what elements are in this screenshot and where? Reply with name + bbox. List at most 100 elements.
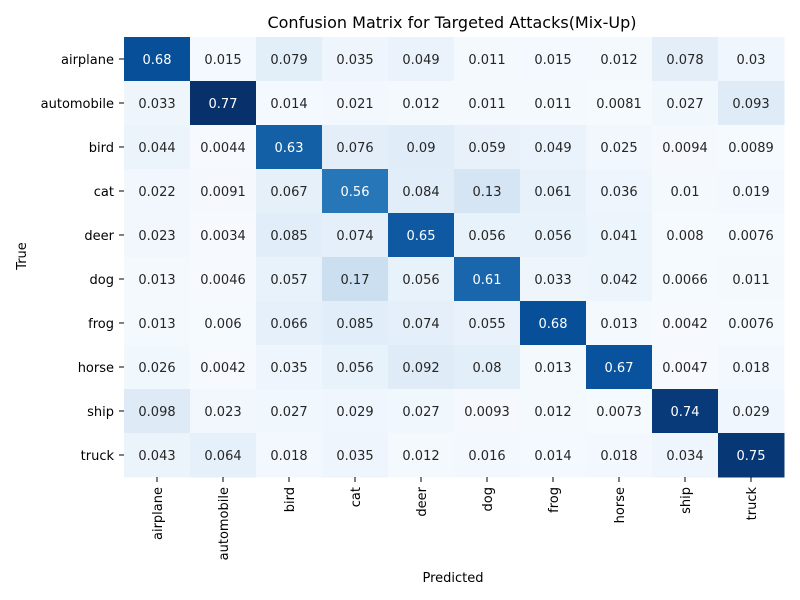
cell-value-label: 0.092 bbox=[402, 361, 439, 376]
cell-value-label: 0.036 bbox=[600, 185, 637, 200]
heatmap-cell bbox=[322, 345, 389, 390]
cell-value-label: 0.012 bbox=[402, 97, 439, 112]
heatmap-cell bbox=[124, 81, 191, 126]
cell-value-label: 0.014 bbox=[534, 449, 571, 464]
cell-value-label: 0.057 bbox=[270, 273, 307, 288]
heatmap-cell bbox=[652, 125, 719, 170]
heatmap-cell bbox=[586, 389, 653, 434]
heatmap-cell bbox=[190, 81, 257, 126]
heatmap-cell bbox=[520, 37, 587, 82]
heatmap-cell bbox=[520, 389, 587, 434]
heatmap-cell bbox=[454, 389, 521, 434]
heatmap-cell bbox=[322, 301, 389, 346]
y-tick-label: truck bbox=[81, 449, 115, 464]
cell-value-label: 0.066 bbox=[270, 317, 307, 332]
cell-value-label: 0.014 bbox=[270, 97, 307, 112]
cell-value-label: 0.027 bbox=[270, 405, 307, 420]
cell-value-label: 0.033 bbox=[534, 273, 571, 288]
heatmap-cell bbox=[190, 301, 257, 346]
heatmap-cell bbox=[388, 213, 455, 258]
cell-value-label: 0.026 bbox=[138, 361, 175, 376]
y-tick-label: automobile bbox=[41, 97, 114, 112]
heatmap-cell bbox=[322, 81, 389, 126]
cell-value-label: 0.056 bbox=[336, 361, 373, 376]
cell-value-label: 0.044 bbox=[138, 141, 175, 156]
cell-value-label: 0.056 bbox=[402, 273, 439, 288]
cell-value-label: 0.042 bbox=[600, 273, 637, 288]
heatmap-cell bbox=[718, 433, 785, 478]
heatmap-cell bbox=[388, 389, 455, 434]
heatmap-cell bbox=[256, 389, 323, 434]
cell-value-label: 0.049 bbox=[402, 53, 439, 68]
heatmap-cell bbox=[256, 81, 323, 126]
heatmap-cell bbox=[190, 169, 257, 214]
heatmap-cell bbox=[652, 169, 719, 214]
cell-value-label: 0.08 bbox=[473, 361, 502, 376]
y-tick-label: cat bbox=[94, 185, 114, 200]
cell-value-label: 0.17 bbox=[341, 273, 370, 288]
heatmap-cell bbox=[718, 345, 785, 390]
heatmap-cell bbox=[190, 213, 257, 258]
cell-value-label: 0.078 bbox=[666, 53, 703, 68]
y-tick-label: bird bbox=[89, 141, 114, 156]
cell-value-label: 0.67 bbox=[605, 361, 634, 376]
heatmap-cell bbox=[652, 345, 719, 390]
cell-value-label: 0.13 bbox=[473, 185, 502, 200]
x-tick-label: ship bbox=[679, 487, 694, 514]
heatmap-cell bbox=[388, 257, 455, 302]
x-tick-label: deer bbox=[415, 486, 430, 516]
cell-value-label: 0.067 bbox=[270, 185, 307, 200]
x-tick-label: frog bbox=[547, 487, 562, 513]
heatmap-cell bbox=[586, 125, 653, 170]
cell-value-label: 0.0047 bbox=[662, 361, 708, 376]
cell-value-label: 0.018 bbox=[270, 449, 307, 464]
heatmap-cell bbox=[124, 125, 191, 170]
cell-value-label: 0.013 bbox=[138, 317, 175, 332]
cell-value-label: 0.018 bbox=[600, 449, 637, 464]
heatmap-cell bbox=[388, 345, 455, 390]
heatmap-cell bbox=[124, 169, 191, 214]
heatmap-cell bbox=[652, 433, 719, 478]
heatmap-cell bbox=[652, 37, 719, 82]
heatmap-cell bbox=[322, 213, 389, 258]
heatmap-cell bbox=[190, 125, 257, 170]
heatmap-cell bbox=[652, 301, 719, 346]
cell-value-label: 0.74 bbox=[671, 405, 700, 420]
x-axis-ticks: airplane automobile bird cat deer dog frog hors… bbox=[151, 477, 760, 560]
cell-value-label: 0.68 bbox=[539, 317, 568, 332]
heatmap-cell bbox=[256, 125, 323, 170]
cell-value-label: 0.0044 bbox=[200, 141, 246, 156]
cell-value-label: 0.085 bbox=[270, 229, 307, 244]
cell-value-label: 0.022 bbox=[138, 185, 175, 200]
cell-value-label: 0.079 bbox=[270, 53, 307, 68]
cell-value-label: 0.77 bbox=[209, 97, 238, 112]
heatmap-cell bbox=[520, 81, 587, 126]
heatmap-cell bbox=[190, 257, 257, 302]
heatmap-cell bbox=[190, 37, 257, 82]
heatmap-cell bbox=[586, 301, 653, 346]
x-tick-label: horse bbox=[613, 487, 628, 523]
cell-value-label: 0.076 bbox=[336, 141, 373, 156]
heatmap-cell bbox=[718, 213, 785, 258]
cell-value-label: 0.029 bbox=[336, 405, 373, 420]
heatmap-cell bbox=[124, 301, 191, 346]
cell-value-label: 0.75 bbox=[737, 449, 766, 464]
cell-value-label: 0.0089 bbox=[728, 141, 774, 156]
x-tick-label: cat bbox=[349, 487, 364, 507]
cell-value-label: 0.011 bbox=[534, 97, 571, 112]
cell-value-label: 0.085 bbox=[336, 317, 373, 332]
heatmap-cell bbox=[388, 169, 455, 214]
cell-value-label: 0.041 bbox=[600, 229, 637, 244]
heatmap-cell bbox=[586, 345, 653, 390]
cell-value-label: 0.027 bbox=[666, 97, 703, 112]
heatmap-cell bbox=[322, 169, 389, 214]
cell-value-label: 0.064 bbox=[204, 449, 241, 464]
cell-value-label: 0.098 bbox=[138, 405, 175, 420]
heatmap-cell bbox=[718, 81, 785, 126]
heatmap-cell bbox=[586, 433, 653, 478]
heatmap-cell bbox=[718, 301, 785, 346]
cell-value-label: 0.055 bbox=[468, 317, 505, 332]
heatmap-cell bbox=[718, 169, 785, 214]
cell-value-label: 0.074 bbox=[402, 317, 439, 332]
